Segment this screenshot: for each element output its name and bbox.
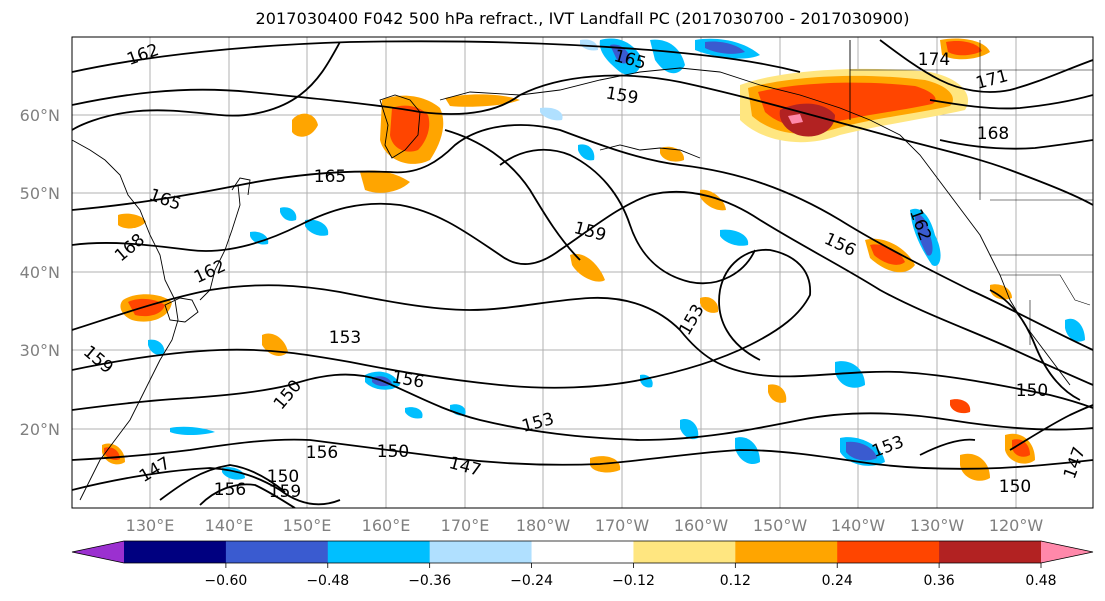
longitude-label: 150°W xyxy=(753,516,808,535)
longitude-label: 170°W xyxy=(595,516,650,535)
latitude-labels: 60°N 50°N 40°N 30°N 20°N xyxy=(20,106,60,439)
colorbar-tick-label: −0.36 xyxy=(408,573,451,589)
coastlines xyxy=(72,40,1093,501)
contour-label: 150 xyxy=(267,467,299,487)
latitude-label: 30°N xyxy=(20,341,60,360)
colorbar-extend-high xyxy=(1041,541,1093,563)
colorbar-segment xyxy=(225,541,329,563)
longitude-label: 160°W xyxy=(674,516,729,535)
colorbar-segment xyxy=(531,541,634,563)
latitude-label: 50°N xyxy=(20,184,60,203)
longitude-label: 130°W xyxy=(910,516,965,535)
colorbar-tick-label: −0.48 xyxy=(306,573,349,589)
longitude-label: 170°E xyxy=(441,516,490,535)
colorbar-segment xyxy=(837,541,940,563)
colorbar-segment xyxy=(735,541,838,563)
longitude-label: 150°E xyxy=(283,516,332,535)
contour-label: 165 xyxy=(314,167,346,187)
colorbar-segment xyxy=(939,541,1042,563)
colorbar-tick-label: 0.36 xyxy=(924,573,955,589)
colorbar-segment xyxy=(429,541,533,563)
longitude-labels: 130°E 140°E 150°E 160°E 170°E 180°W 170°W 160°W… xyxy=(126,516,1044,535)
colorbar-tick-label: 0.24 xyxy=(822,573,853,589)
colorbar-tick-label: −0.60 xyxy=(204,573,247,589)
colorbar-segment xyxy=(633,541,736,563)
longitude-label: 160°E xyxy=(362,516,411,535)
contour-label: 153 xyxy=(329,328,361,348)
contour-label: 150 xyxy=(999,477,1031,497)
contour-label: 150 xyxy=(1016,381,1048,401)
contour-label: 156 xyxy=(214,480,246,500)
contour-label: 174 xyxy=(918,50,950,70)
contour-label: 156 xyxy=(306,443,338,463)
longitude-label: 140°W xyxy=(831,516,886,535)
colorbar-tick-label: −0.24 xyxy=(510,573,553,589)
colorbar-tick-label: 0.12 xyxy=(720,573,751,589)
map-frame xyxy=(71,36,1094,509)
colorbar-outline xyxy=(71,540,1094,564)
refractivity-contours xyxy=(72,39,1093,508)
colorbar-tick-label: 0.48 xyxy=(1025,573,1056,589)
latitude-label: 60°N xyxy=(20,106,60,125)
colorbar-segment xyxy=(124,541,227,563)
longitude-label: 120°W xyxy=(989,516,1044,535)
longitude-label: 140°E xyxy=(205,516,254,535)
contour-label: 150 xyxy=(377,442,409,462)
latitude-label: 20°N xyxy=(20,420,60,439)
colorbar: −0.60 −0.48 −0.36 −0.24 −0.12 0.12 0.24 0.36 0.4… xyxy=(71,540,1094,589)
longitude-label: 180°W xyxy=(516,516,571,535)
contour-label: 159 xyxy=(269,482,301,502)
colorbar-segment xyxy=(327,541,431,563)
map-title: 2017030400 F042 500 hPa refract., IVT La… xyxy=(255,9,910,28)
colorbar-extend-low xyxy=(72,541,124,563)
contour-label: 168 xyxy=(977,124,1009,144)
latitude-label: 40°N xyxy=(20,263,60,282)
colorbar-tick-label: −0.12 xyxy=(612,573,655,589)
longitude-label: 130°E xyxy=(126,516,175,535)
positive-anomaly-patches xyxy=(102,38,1035,481)
